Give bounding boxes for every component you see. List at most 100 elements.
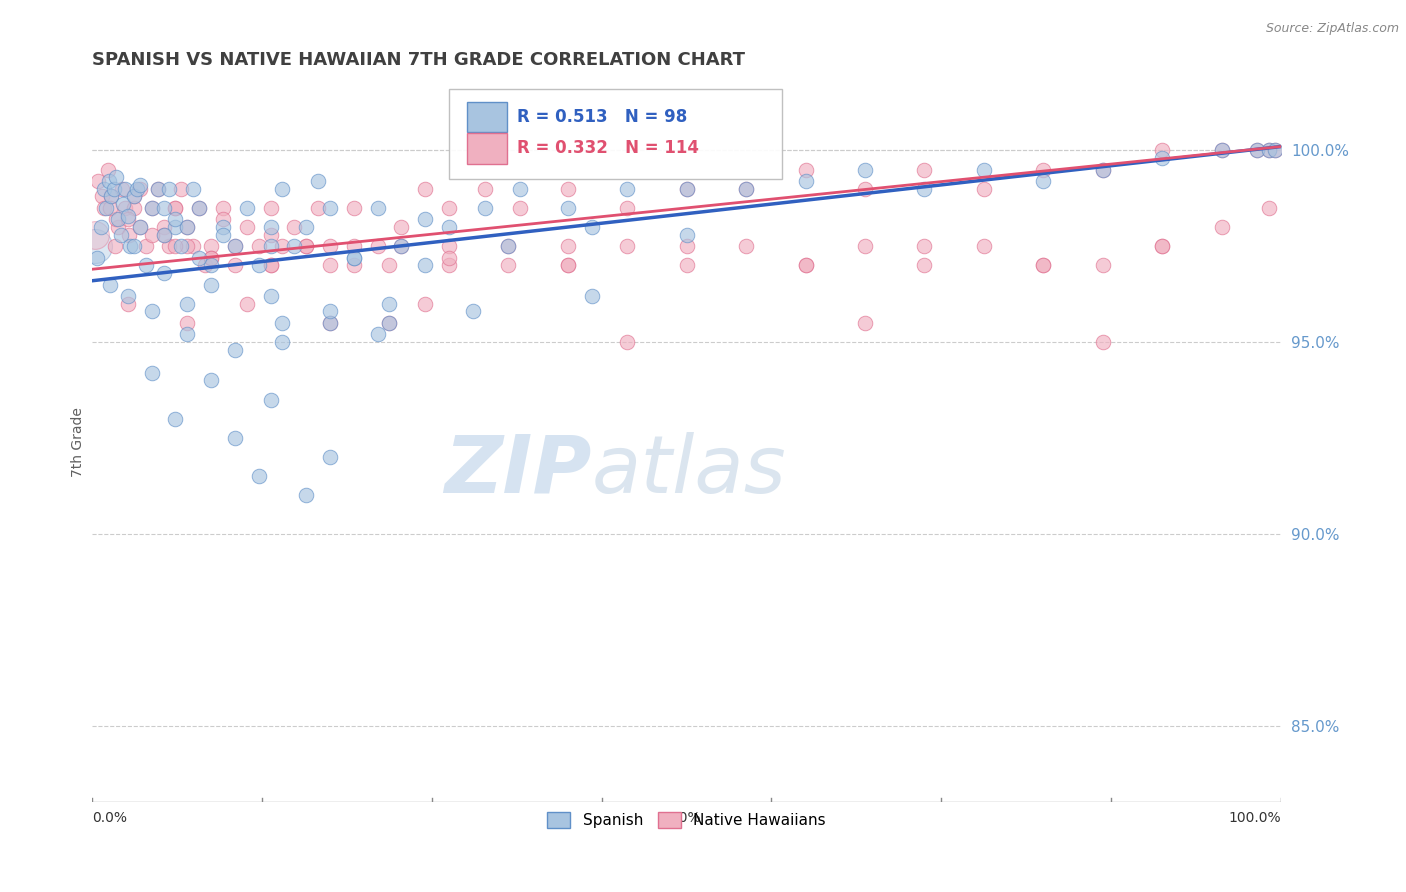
Legend: Spanish, Native Hawaiians: Spanish, Native Hawaiians — [541, 806, 832, 834]
Point — [1091, 259, 1114, 273]
Point — [498, 239, 520, 253]
Point — [437, 201, 460, 215]
Point — [200, 277, 222, 292]
Point — [188, 251, 211, 265]
Point — [259, 259, 281, 273]
Point — [107, 220, 129, 235]
Point — [912, 259, 935, 273]
Point — [557, 201, 579, 215]
Point — [135, 259, 157, 273]
Point — [367, 201, 389, 215]
Point — [319, 201, 342, 215]
Point — [152, 227, 174, 242]
Point — [120, 239, 142, 253]
Point — [165, 239, 187, 253]
Point — [319, 316, 342, 330]
Text: 0.0%: 0.0% — [93, 811, 127, 825]
Point — [616, 182, 638, 196]
Point — [165, 220, 187, 235]
Point — [259, 259, 281, 273]
Point — [176, 220, 198, 235]
Point — [212, 220, 235, 235]
Point — [114, 201, 136, 215]
Point — [973, 239, 995, 253]
Text: SPANISH VS NATIVE HAWAIIAN 7TH GRADE CORRELATION CHART: SPANISH VS NATIVE HAWAIIAN 7TH GRADE COR… — [93, 51, 745, 69]
Point — [122, 201, 145, 215]
Point — [912, 162, 935, 177]
Point — [170, 182, 193, 196]
Point — [853, 182, 876, 196]
Point — [557, 239, 579, 253]
Point — [194, 259, 217, 273]
Point — [97, 162, 120, 177]
Point — [413, 182, 436, 196]
Point — [212, 212, 235, 227]
Point — [84, 227, 107, 242]
Point — [912, 239, 935, 253]
Point — [200, 251, 222, 265]
Point — [224, 239, 246, 253]
Point — [152, 266, 174, 280]
Point — [1032, 174, 1054, 188]
Point — [498, 239, 520, 253]
Point — [307, 174, 329, 188]
Point — [104, 170, 127, 185]
Point — [1264, 144, 1286, 158]
FancyBboxPatch shape — [449, 88, 782, 178]
Point — [114, 182, 136, 196]
Point — [235, 201, 257, 215]
Point — [212, 201, 235, 215]
Point — [1032, 259, 1054, 273]
Point — [675, 259, 697, 273]
Point — [675, 182, 697, 196]
Point — [98, 277, 121, 292]
Point — [367, 327, 389, 342]
Point — [389, 239, 412, 253]
Point — [973, 162, 995, 177]
Point — [103, 182, 125, 196]
Point — [200, 259, 222, 273]
Point — [247, 469, 270, 483]
Point — [1032, 259, 1054, 273]
Point — [141, 304, 163, 318]
Point — [853, 316, 876, 330]
Point — [378, 316, 401, 330]
Point — [176, 220, 198, 235]
Point — [90, 189, 112, 203]
Point — [117, 209, 139, 223]
Point — [224, 239, 246, 253]
Point — [212, 227, 235, 242]
Point — [146, 182, 169, 196]
Point — [93, 201, 115, 215]
Point — [181, 182, 204, 196]
Point — [498, 259, 520, 273]
Point — [141, 366, 163, 380]
Point — [581, 289, 603, 303]
Point — [176, 327, 198, 342]
Point — [675, 182, 697, 196]
Point — [93, 182, 115, 196]
Point — [271, 239, 294, 253]
Point — [794, 162, 817, 177]
Point — [259, 227, 281, 242]
Point — [319, 450, 342, 464]
Point — [122, 189, 145, 203]
Point — [735, 239, 758, 253]
Point — [235, 220, 257, 235]
Point — [616, 335, 638, 350]
Point — [295, 239, 318, 253]
Point — [128, 220, 150, 235]
FancyBboxPatch shape — [467, 133, 508, 163]
Point — [152, 220, 174, 235]
Point — [165, 412, 187, 426]
Point — [87, 174, 110, 188]
Point — [104, 212, 127, 227]
Point — [259, 239, 281, 253]
Point — [165, 201, 187, 215]
Point — [437, 251, 460, 265]
Point — [616, 201, 638, 215]
Point — [247, 239, 270, 253]
Point — [557, 182, 579, 196]
Point — [1091, 335, 1114, 350]
Point — [378, 316, 401, 330]
